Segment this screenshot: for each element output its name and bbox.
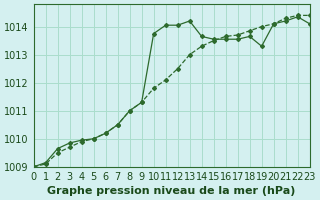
X-axis label: Graphe pression niveau de la mer (hPa): Graphe pression niveau de la mer (hPa) (47, 186, 296, 196)
